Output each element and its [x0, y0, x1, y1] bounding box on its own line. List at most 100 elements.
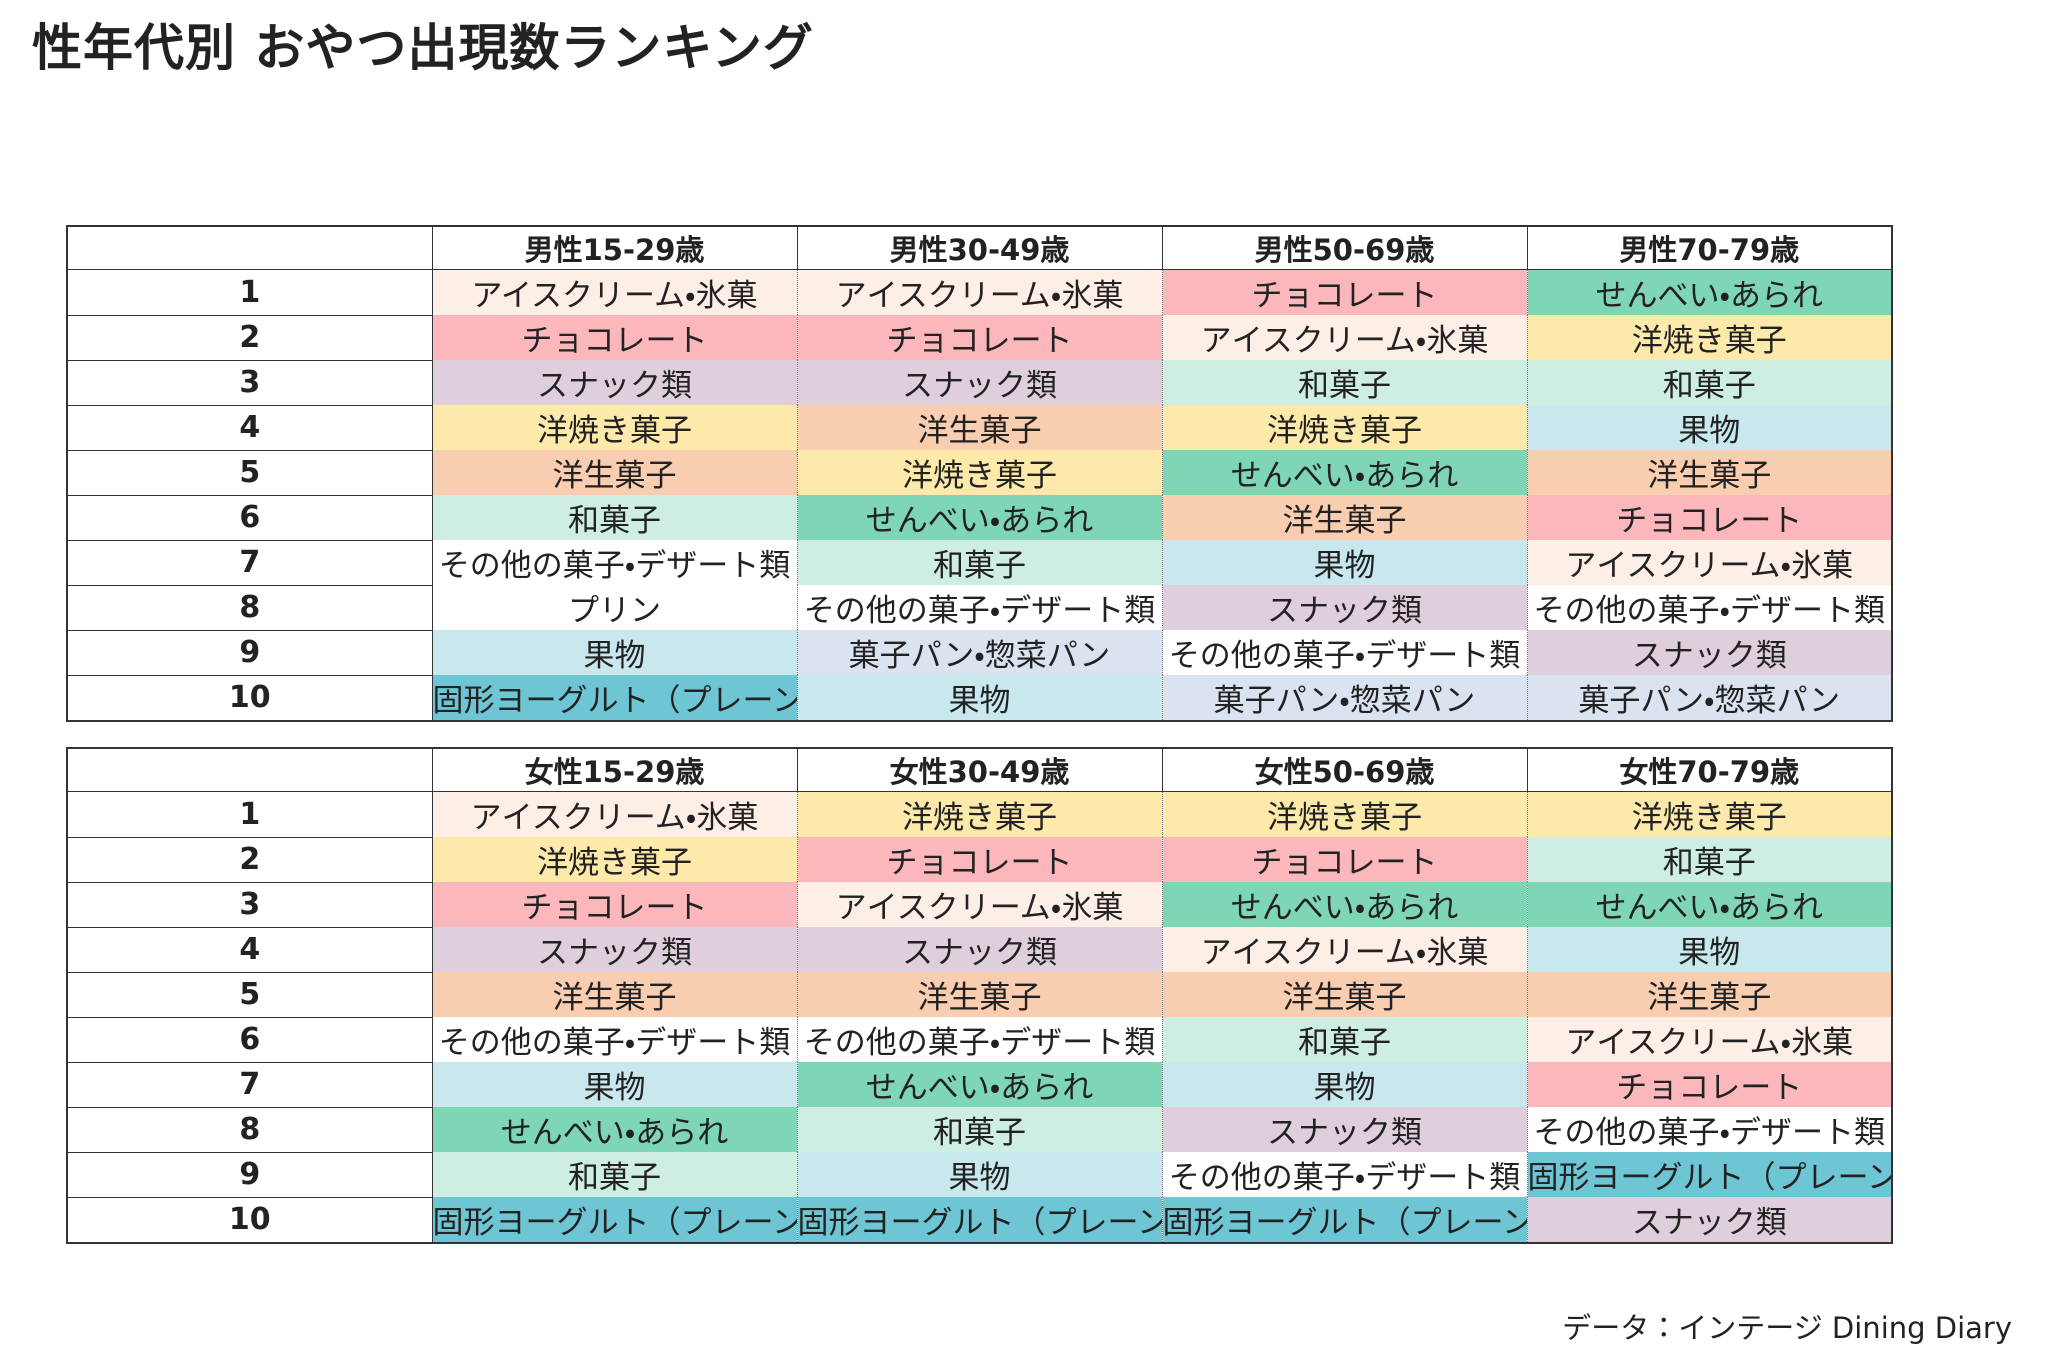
column-header: 女性15-29歳 [431, 747, 798, 792]
item-cell: 固形ヨーグルト（プレーン） [431, 1197, 798, 1243]
ranking-table: 男性15-29歳 男性30-49歳 男性50-69歳 男性70-79歳 1 アイスクリーム… [66, 225, 1893, 722]
item-cell: せんべい・あられ [431, 1107, 798, 1152]
rank-cell: 8 [66, 584, 433, 631]
item-cell: アイスクリーム・氷菓 [1161, 927, 1528, 972]
item-cell: 和菓子 [1526, 837, 1893, 882]
item-cell: 洋生菓子 [1161, 972, 1528, 1017]
item-cell: 固形ヨーグルト（プレーン） [796, 1197, 1163, 1243]
item-cell: 果物 [796, 1152, 1163, 1197]
rank-cell: 1 [66, 269, 433, 316]
item-cell: チョコレート [1526, 1062, 1893, 1107]
column-header: 女性30-49歳 [796, 747, 1163, 792]
item-cell: スナック類 [1161, 1107, 1528, 1152]
item-cell: 菓子パン・惣菜パン [1161, 675, 1528, 721]
rank-cell: 4 [66, 404, 433, 451]
corner-cell [66, 747, 433, 792]
item-cell: 和菓子 [431, 495, 798, 540]
item-cell: アイスクリーム・氷菓 [431, 269, 798, 315]
item-cell: せんべい・あられ [1526, 882, 1893, 927]
rank-row: 1 アイスクリーム・氷菓 洋焼き菓子 洋焼き菓子 洋焼き菓子 [66, 791, 1893, 838]
rank-cell: 9 [66, 1151, 433, 1198]
rank-row: 7 その他の菓子・デザート類 和菓子 果物 アイスクリーム・氷菓 [66, 539, 1893, 586]
item-cell: チョコレート [796, 315, 1163, 360]
rank-cell: 10 [66, 674, 433, 722]
ranking-table: 女性15-29歳 女性30-49歳 女性50-69歳 女性70-79歳 1 アイスクリーム… [66, 747, 1893, 1244]
item-cell: 洋焼き菓子 [431, 405, 798, 450]
column-header: 男性70-79歳 [1526, 225, 1893, 270]
rank-cell: 9 [66, 629, 433, 676]
rank-row: 2 洋焼き菓子 チョコレート チョコレート 和菓子 [66, 836, 1893, 883]
column-header: 女性50-69歳 [1161, 747, 1528, 792]
rank-cell: 10 [66, 1196, 433, 1244]
rank-cell: 6 [66, 1016, 433, 1063]
item-cell: アイスクリーム・氷菓 [796, 882, 1163, 927]
item-cell: 洋生菓子 [796, 405, 1163, 450]
item-cell: せんべい・あられ [796, 495, 1163, 540]
item-cell: 固形ヨーグルト（プレーン） [1161, 1197, 1528, 1243]
item-cell: せんべい・あられ [1161, 882, 1528, 927]
item-cell: 洋生菓子 [431, 450, 798, 495]
item-cell: 和菓子 [1161, 1017, 1528, 1062]
rank-row: 3 チョコレート アイスクリーム・氷菓 せんべい・あられ せんべい・あられ [66, 881, 1893, 928]
rank-cell: 6 [66, 494, 433, 541]
item-cell: チョコレート [1526, 495, 1893, 540]
item-cell: 果物 [1526, 927, 1893, 972]
column-header: 女性70-79歳 [1526, 747, 1893, 792]
source: データ：インテージ Dining Diary [1562, 1311, 2012, 1345]
rank-row: 9 和菓子 果物 その他の菓子・デザート類 固形ヨーグルト（プレーン） [66, 1151, 1893, 1198]
item-cell: その他の菓子・デザート類 [1161, 630, 1528, 675]
rank-row: 6 その他の菓子・デザート類 その他の菓子・デザート類 和菓子 アイスクリーム・氷菓 [66, 1016, 1893, 1063]
rank-cell: 3 [66, 359, 433, 406]
item-cell: 和菓子 [796, 1107, 1163, 1152]
rank-row: 1 アイスクリーム・氷菓 アイスクリーム・氷菓 チョコレート せんべい・あられ [66, 269, 1893, 316]
item-cell: スナック類 [431, 360, 798, 405]
item-cell: 和菓子 [1161, 360, 1528, 405]
item-cell: 洋焼き菓子 [1526, 315, 1893, 360]
item-cell: その他の菓子・デザート類 [1526, 1107, 1893, 1152]
rank-row: 8 せんべい・あられ 和菓子 スナック類 その他の菓子・デザート類 [66, 1106, 1893, 1153]
item-cell: 洋生菓子 [431, 972, 798, 1017]
rank-row: 5 洋生菓子 洋生菓子 洋生菓子 洋生菓子 [66, 971, 1893, 1018]
item-cell: 固形ヨーグルト（プレーン） [431, 675, 798, 721]
item-cell: 果物 [1526, 405, 1893, 450]
item-cell: アイスクリーム・氷菓 [1526, 540, 1893, 585]
item-cell: 和菓子 [796, 540, 1163, 585]
item-cell: 洋生菓子 [1526, 450, 1893, 495]
rank-cell: 8 [66, 1106, 433, 1153]
item-cell: 洋生菓子 [796, 972, 1163, 1017]
rank-row: 4 スナック類 スナック類 アイスクリーム・氷菓 果物 [66, 926, 1893, 973]
rank-row: 7 果物 せんべい・あられ 果物 チョコレート [66, 1061, 1893, 1108]
item-cell: 果物 [796, 675, 1163, 721]
item-cell: チョコレート [1161, 837, 1528, 882]
item-cell: 菓子パン・惣菜パン [1526, 675, 1893, 721]
item-cell: 洋焼き菓子 [1161, 791, 1528, 837]
item-cell: スナック類 [1526, 1197, 1893, 1243]
item-cell: 洋焼き菓子 [1161, 405, 1528, 450]
item-cell: チョコレート [1161, 269, 1528, 315]
rank-cell: 2 [66, 314, 433, 361]
column-header: 男性30-49歳 [796, 225, 1163, 270]
item-cell: スナック類 [1161, 585, 1528, 630]
item-cell: せんべい・あられ [796, 1062, 1163, 1107]
item-cell: アイスクリーム・氷菓 [796, 269, 1163, 315]
header-row: 女性15-29歳 女性30-49歳 女性50-69歳 女性70-79歳 [66, 747, 1893, 792]
rank-cell: 3 [66, 881, 433, 928]
corner-cell [66, 225, 433, 270]
column-header: 男性15-29歳 [431, 225, 798, 270]
item-cell: その他の菓子・デザート類 [1526, 585, 1893, 630]
item-cell: その他の菓子・デザート類 [431, 1017, 798, 1062]
rank-cell: 2 [66, 836, 433, 883]
item-cell: チョコレート [431, 315, 798, 360]
header-row: 男性15-29歳 男性30-49歳 男性50-69歳 男性70-79歳 [66, 225, 1893, 270]
item-cell: スナック類 [796, 360, 1163, 405]
item-cell: 洋焼き菓子 [1526, 791, 1893, 837]
rank-row: 4 洋焼き菓子 洋生菓子 洋焼き菓子 果物 [66, 404, 1893, 451]
rank-row: 8 プリン その他の菓子・デザート類 スナック類 その他の菓子・デザート類 [66, 584, 1893, 631]
item-cell: 菓子パン・惣菜パン [796, 630, 1163, 675]
item-cell: スナック類 [431, 927, 798, 972]
item-cell: スナック類 [796, 927, 1163, 972]
item-cell: 洋焼き菓子 [796, 791, 1163, 837]
rank-row: 5 洋生菓子 洋焼き菓子 せんべい・あられ 洋生菓子 [66, 449, 1893, 496]
rank-row: 2 チョコレート チョコレート アイスクリーム・氷菓 洋焼き菓子 [66, 314, 1893, 361]
